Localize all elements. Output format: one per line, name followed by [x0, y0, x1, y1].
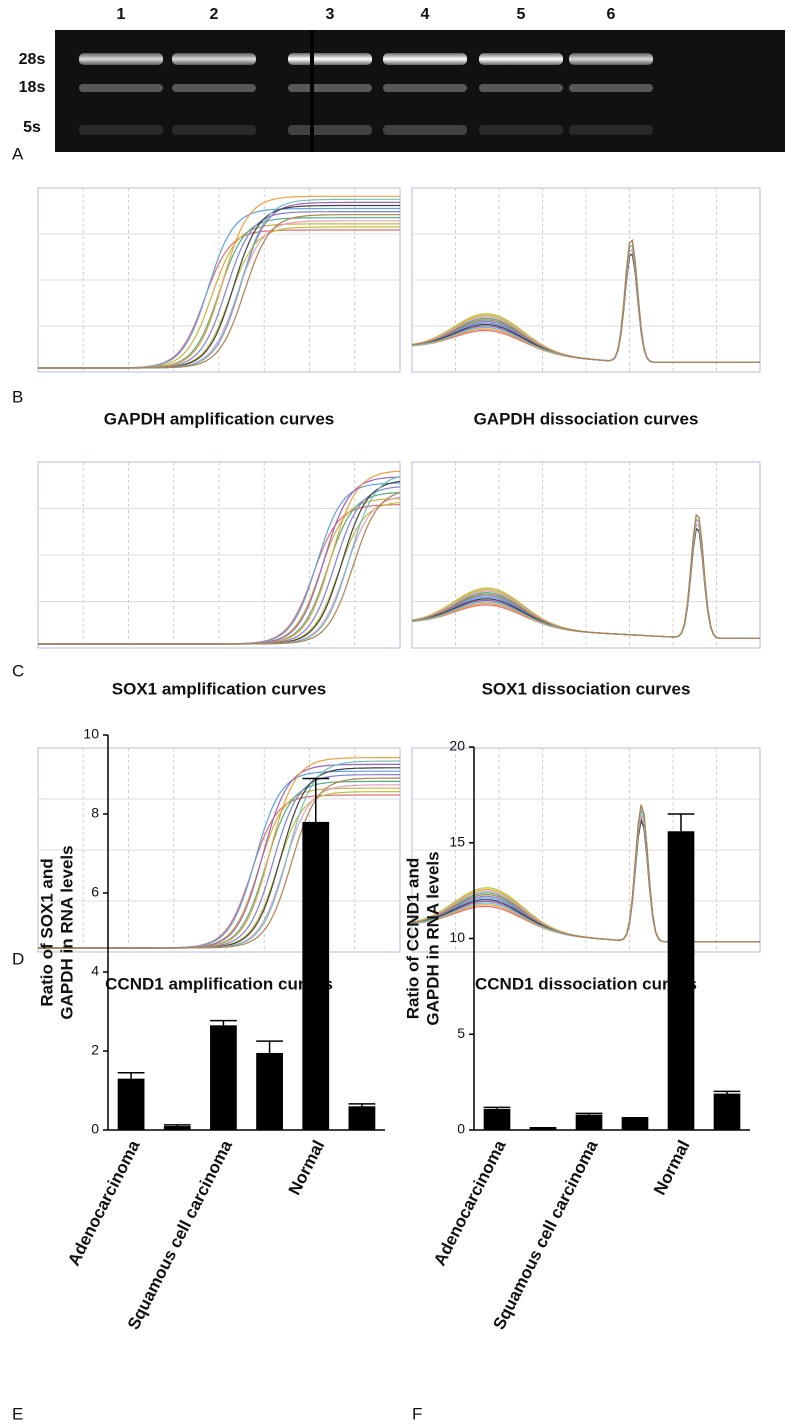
bar	[256, 1052, 283, 1130]
lane-label: 6	[607, 6, 616, 23]
lane-label: 4	[421, 6, 430, 23]
panel-label: A	[12, 144, 24, 163]
gel-band	[288, 125, 372, 135]
gel-band	[172, 84, 256, 92]
y-tick-label: 0	[91, 1121, 99, 1137]
gel-band	[479, 84, 563, 92]
gel-band	[383, 84, 467, 92]
gel-band	[79, 84, 163, 92]
lane-label: 3	[326, 6, 335, 23]
panel-label: E	[12, 1404, 23, 1423]
gel-band	[569, 84, 653, 92]
curve	[411, 239, 760, 363]
gel-band	[479, 53, 563, 65]
gel-band	[479, 125, 563, 135]
gel-band	[172, 125, 256, 135]
panel-caption: GAPDH amplification curves	[104, 409, 335, 428]
x-tick-label: Normal	[650, 1137, 694, 1198]
panel-label: D	[12, 949, 24, 968]
y-axis-label: Ratio of SOX1 and	[37, 858, 56, 1006]
gel-band	[172, 53, 256, 65]
bar	[348, 1106, 376, 1130]
curve	[411, 804, 760, 943]
curve	[38, 777, 400, 949]
gel-divider	[310, 30, 314, 152]
bar	[483, 1108, 511, 1130]
curve	[411, 513, 760, 639]
gel-band	[569, 53, 653, 65]
panel-caption: GAPDH dissociation curves	[474, 409, 699, 428]
panel-caption: SOX1 dissociation curves	[482, 679, 691, 698]
bar	[117, 1078, 145, 1130]
bar	[667, 831, 695, 1130]
bar	[713, 1093, 741, 1130]
gel-band	[569, 125, 653, 135]
y-tick-label: 8	[91, 805, 99, 821]
x-tick-label: Squamous cell carcinoma	[124, 1137, 236, 1333]
y-tick-label: 10	[449, 929, 465, 945]
y-tick-label: 6	[91, 884, 99, 900]
panel-label: C	[12, 661, 24, 680]
y-tick-label: 0	[457, 1121, 465, 1137]
y-tick-label: 15	[449, 833, 465, 849]
gel-band	[79, 53, 163, 65]
lane-label: 5	[517, 6, 526, 23]
gel-band	[79, 125, 163, 135]
bar	[163, 1126, 191, 1130]
y-tick-label: 10	[83, 726, 99, 742]
x-tick-label: Normal	[285, 1137, 329, 1198]
y-tick-label: 20	[449, 738, 465, 754]
lane-label: 2	[210, 6, 219, 23]
y-axis-label: GAPDH in RNA levels	[57, 845, 76, 1019]
bar	[575, 1114, 603, 1130]
bar	[210, 1025, 237, 1130]
band-label: 28s	[19, 51, 46, 68]
band-label: 5s	[23, 119, 41, 136]
bar	[302, 821, 330, 1130]
lane-label: 1	[117, 6, 126, 23]
bar	[529, 1128, 557, 1130]
x-tick-label: Adenocarcinoma	[430, 1137, 510, 1269]
y-tick-label: 2	[91, 1042, 99, 1058]
y-axis-label: GAPDH in RNA levels	[423, 851, 442, 1025]
x-tick-label: Squamous cell carcinoma	[489, 1137, 601, 1333]
band-label: 18s	[19, 79, 46, 96]
curve	[38, 214, 400, 369]
gel-band	[288, 53, 372, 65]
y-axis-label: Ratio of CCND1 and	[403, 858, 422, 1020]
panel-label: F	[412, 1404, 422, 1423]
panel-caption: SOX1 amplification curves	[112, 679, 326, 698]
gel-band	[288, 84, 372, 92]
y-tick-label: 5	[457, 1025, 465, 1041]
y-tick-label: 4	[91, 963, 99, 979]
curve	[38, 492, 401, 645]
bar	[621, 1118, 649, 1130]
x-tick-label: Adenocarcinoma	[64, 1137, 144, 1269]
gel-band	[383, 53, 467, 65]
panel-caption: CCND1 amplification curves	[105, 974, 333, 993]
panel-caption: CCND1 dissociation curves	[475, 974, 697, 993]
gel-band	[383, 125, 467, 135]
panel-label: B	[12, 387, 23, 406]
